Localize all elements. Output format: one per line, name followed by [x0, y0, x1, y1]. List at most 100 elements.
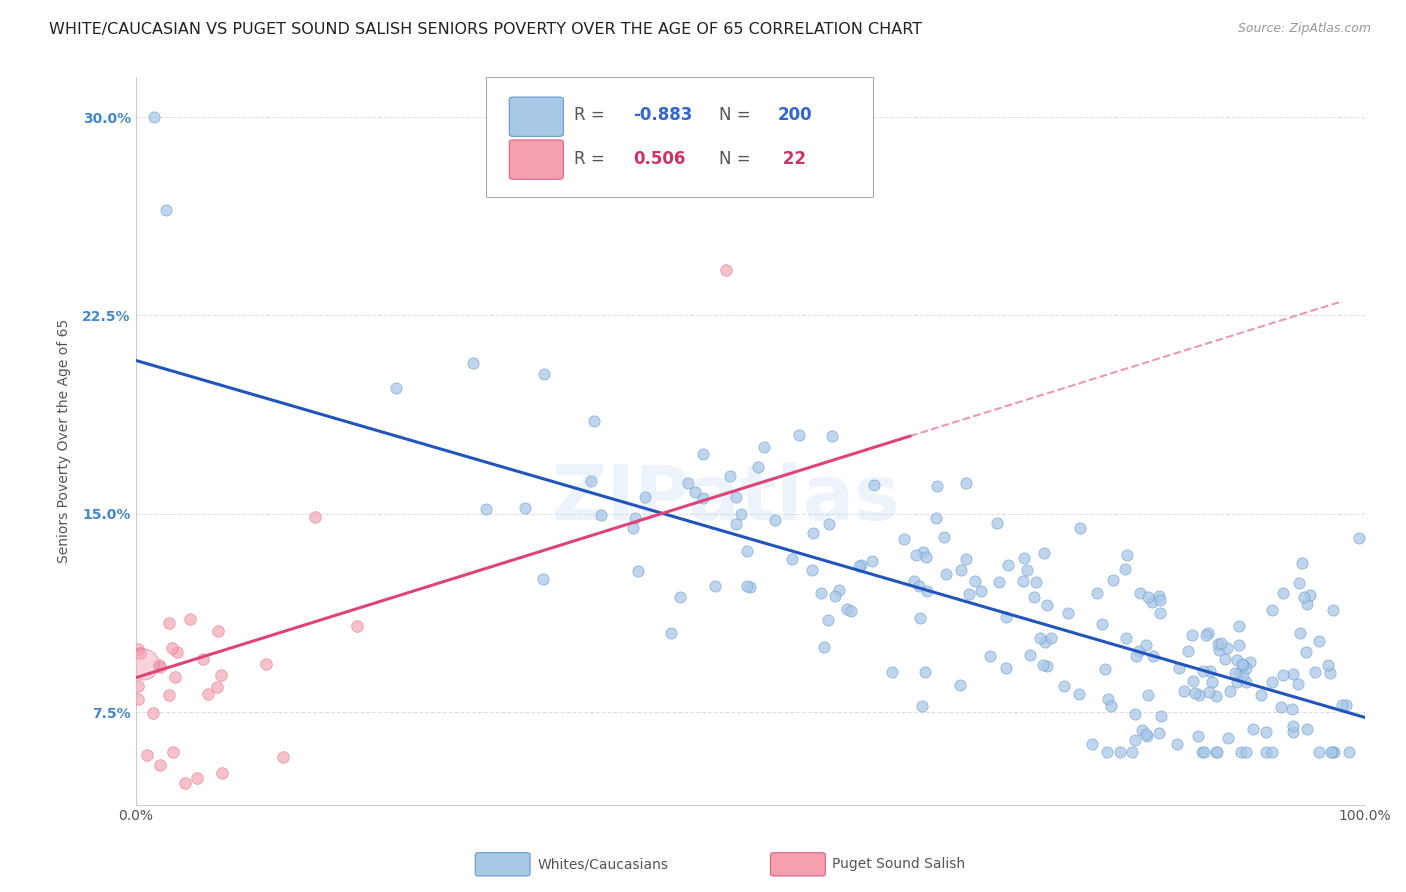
Text: R =: R = [575, 150, 605, 168]
Point [817, 613, 839, 627]
Text: -0.883: -0.883 [634, 106, 693, 124]
Point [162, 745, 184, 759]
Point [986, 516, 1008, 530]
Point [1184, 686, 1206, 700]
Point [955, 476, 977, 491]
Point [1130, 723, 1153, 737]
Text: 0.506: 0.506 [634, 150, 686, 168]
Point [1149, 592, 1171, 607]
Point [1081, 737, 1104, 751]
Point [1289, 626, 1312, 640]
Point [718, 469, 741, 483]
Point [724, 490, 747, 504]
Point [186, 771, 208, 785]
Point [893, 532, 915, 546]
Point [1056, 606, 1078, 620]
Point [1272, 668, 1295, 682]
Point [1234, 661, 1257, 675]
Point [1085, 585, 1108, 599]
Point [1191, 745, 1213, 759]
Point [994, 609, 1017, 624]
Text: Puget Sound Salish: Puget Sound Salish [832, 857, 966, 871]
Point [1282, 667, 1305, 681]
Point [849, 558, 872, 572]
Point [1303, 665, 1326, 679]
Point [533, 367, 555, 381]
Point [1254, 745, 1277, 759]
Point [1260, 603, 1282, 617]
Point [860, 554, 883, 568]
Point [160, 640, 183, 655]
Point [1299, 588, 1322, 602]
Point [1205, 745, 1227, 759]
Point [1234, 675, 1257, 690]
Point [1019, 648, 1042, 663]
Point [1316, 657, 1339, 672]
Point [1226, 653, 1249, 667]
Point [463, 356, 485, 370]
Point [1230, 657, 1253, 671]
Point [634, 490, 657, 504]
Point [1232, 668, 1254, 682]
Point [747, 460, 769, 475]
Point [1281, 719, 1303, 733]
Point [1181, 628, 1204, 642]
Point [754, 440, 776, 454]
Point [207, 624, 229, 639]
Text: WHITE/CAUCASIAN VS PUGET SOUND SALISH SENIORS POVERTY OVER THE AGE OF 65 CORRELA: WHITE/CAUCASIAN VS PUGET SOUND SALISH SE… [49, 22, 922, 37]
Point [1147, 726, 1170, 740]
Point [1308, 745, 1330, 759]
Text: Whites/Caucasians: Whites/Caucasians [537, 857, 668, 871]
Point [1271, 586, 1294, 600]
Point [1241, 722, 1264, 736]
FancyBboxPatch shape [509, 140, 564, 179]
Point [531, 572, 554, 586]
Point [1024, 591, 1046, 605]
Point [683, 485, 706, 500]
Point [735, 579, 758, 593]
Point [1166, 737, 1188, 751]
Point [1053, 680, 1076, 694]
Point [1129, 586, 1152, 600]
Point [143, 110, 166, 124]
Point [714, 263, 737, 277]
Point [1322, 603, 1344, 617]
FancyBboxPatch shape [509, 97, 564, 136]
Point [1137, 591, 1160, 605]
Point [1116, 548, 1139, 562]
Point [1094, 663, 1116, 677]
Point [1192, 664, 1215, 678]
Point [136, 748, 159, 763]
Point [1123, 732, 1146, 747]
Point [1216, 641, 1239, 656]
Point [627, 564, 650, 578]
Point [148, 657, 170, 672]
Point [1069, 687, 1091, 701]
Point [1270, 700, 1292, 714]
Point [582, 414, 605, 428]
Point [1227, 639, 1250, 653]
Point [676, 476, 699, 491]
Point [1187, 729, 1209, 743]
Text: Source: ZipAtlas.com: Source: ZipAtlas.com [1237, 22, 1371, 36]
Point [1320, 745, 1343, 759]
Point [1288, 576, 1310, 591]
Point [1125, 648, 1147, 663]
Point [384, 381, 406, 395]
Point [1225, 666, 1247, 681]
Point [1198, 684, 1220, 698]
Point [949, 678, 972, 692]
Point [1219, 684, 1241, 698]
Point [839, 604, 862, 618]
Point [1069, 521, 1091, 535]
Point [911, 545, 934, 559]
Point [824, 589, 846, 603]
Point [591, 508, 613, 522]
Point [1114, 562, 1136, 576]
Point [740, 580, 762, 594]
Point [166, 645, 188, 659]
Point [1291, 556, 1313, 570]
Point [1226, 675, 1249, 690]
Point [1025, 574, 1047, 589]
Point [724, 516, 747, 531]
